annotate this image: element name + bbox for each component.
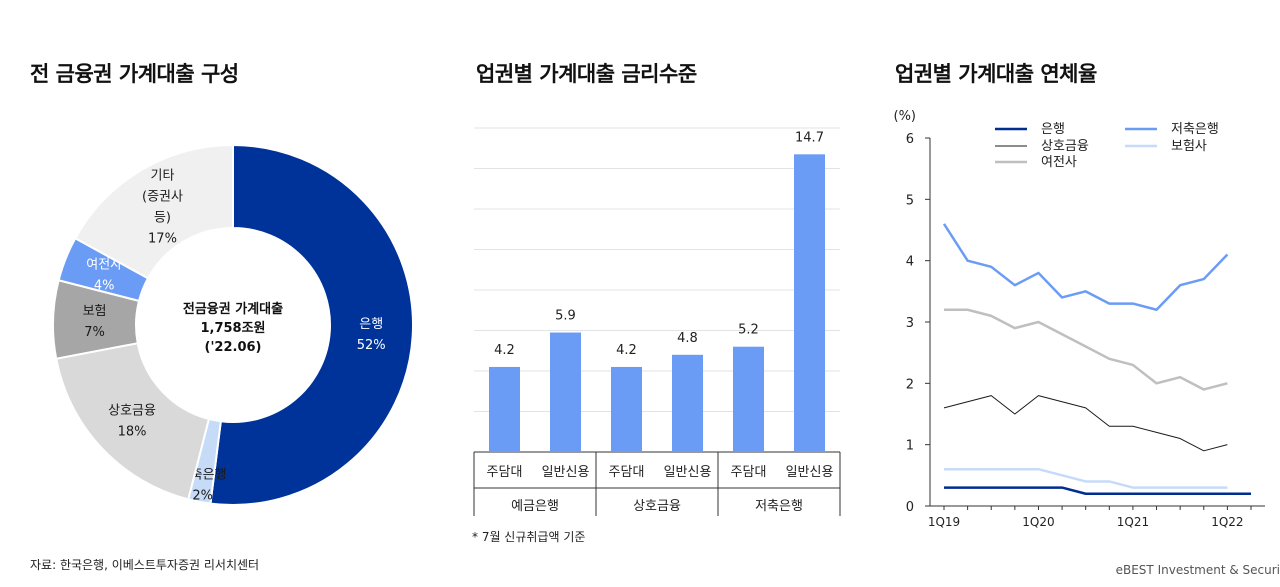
line-series-4	[944, 308, 1228, 391]
donut-label: 여전사	[86, 258, 122, 273]
bar	[794, 154, 825, 452]
x-tick-label: 1Q22	[1211, 515, 1243, 529]
bar-value-label: 5.9	[555, 309, 576, 324]
legend-label: 여전사	[1041, 155, 1077, 170]
donut-label: 등)	[154, 210, 171, 225]
donut-pct-label: 17%	[148, 231, 177, 246]
bar-group-label: 상호금융	[633, 499, 681, 514]
bar-chart-title: 업권별 가계대출 금리수준	[476, 62, 697, 86]
legend-label: 상호금융	[1041, 139, 1089, 154]
donut-center-label: 1,758조원	[200, 321, 265, 336]
bar-chart: 4.2 주담대 5.9 일반신용 4.2 주담대 4.8 일반신용 5.2 주담대 14.7 일반신용…	[473, 127, 841, 516]
line-series-0	[944, 486, 1251, 495]
line-series-3	[944, 467, 1228, 489]
donut-chart-title: 전 금융권 가계대출 구성	[30, 62, 239, 86]
bar-value-label: 14.7	[795, 130, 824, 145]
y-axis-unit: (%)	[894, 109, 917, 124]
bar-group-label: 예금은행	[511, 498, 559, 514]
bar-category-label: 일반신용	[664, 465, 712, 480]
bar-category-label: 주담대	[487, 465, 523, 480]
y-tick-label: 3	[906, 316, 914, 331]
bar	[672, 354, 703, 452]
donut-chart: 은행52%저축은행2%상호금융18%보험7%여전사4%기타(증권사등)17%전금…	[52, 143, 414, 506]
x-tick-label: 1Q19	[928, 515, 960, 529]
y-tick-label: 0	[906, 500, 914, 515]
legend-label: 저축은행	[1171, 121, 1219, 137]
donut-label: 보험	[83, 304, 107, 319]
bar	[733, 346, 764, 452]
bar	[489, 366, 520, 452]
line-series-1	[942, 223, 1229, 311]
legend-label: 보험사	[1171, 139, 1207, 154]
bar-value-label: 4.8	[677, 331, 698, 346]
bar-value-label: 5.2	[738, 323, 759, 338]
donut-center-label: 전금융권 가계대출	[183, 301, 283, 317]
bar-chart-note: * 7월 신규취급액 기준	[472, 530, 586, 544]
donut-pct-label: 18%	[118, 424, 147, 439]
donut-slice-5	[73, 143, 234, 280]
y-tick-label: 2	[906, 377, 914, 392]
legend-label: 은행	[1041, 121, 1065, 137]
donut-slice-0	[209, 143, 414, 506]
bar-category-label: 주담대	[731, 465, 767, 480]
bar-value-label: 4.2	[494, 343, 515, 358]
bar-group-label: 저축은행	[755, 498, 803, 514]
donut-pct-label: 2%	[192, 489, 213, 504]
y-tick-label: 1	[906, 439, 914, 454]
y-tick-label: 5	[906, 193, 914, 208]
donut-label: 은행	[359, 316, 383, 332]
x-tick-label: 1Q20	[1022, 515, 1054, 529]
y-tick-label: 6	[906, 132, 914, 147]
donut-label: (증권사	[142, 189, 183, 204]
bar-category-label: 일반신용	[542, 465, 590, 480]
line-chart-title: 업권별 가계대출 연체율	[895, 62, 1097, 86]
y-tick-label: 4	[906, 255, 914, 270]
source-note: 자료: 한국은행, 이베스트투자증권 리서치센터	[30, 558, 260, 572]
brand-text: eBEST Investment & Securi	[1115, 563, 1280, 577]
donut-slice-2	[55, 342, 211, 501]
donut-pct-label: 52%	[357, 338, 386, 353]
bar	[550, 332, 581, 452]
line-series-2	[943, 395, 1228, 452]
x-tick-label: 1Q21	[1117, 515, 1149, 529]
bar	[611, 366, 642, 452]
bar-category-label: 일반신용	[786, 465, 834, 480]
donut-pct-label: 4%	[94, 279, 115, 294]
donut-label: 기타	[151, 168, 175, 183]
bar-category-label: 주담대	[609, 465, 645, 480]
donut-label: 상호금융	[108, 403, 156, 418]
bar-value-label: 4.2	[616, 343, 637, 358]
donut-pct-label: 7%	[84, 325, 105, 340]
donut-center-label: ('22.06)	[205, 340, 262, 355]
